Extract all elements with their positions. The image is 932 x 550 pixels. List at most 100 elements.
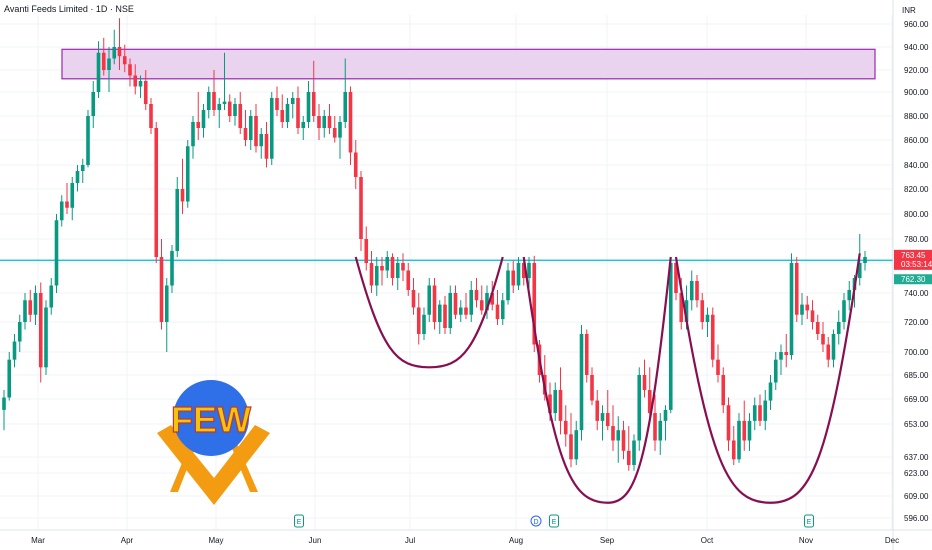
y-tick-label: 720.00 [904,318,929,327]
logo-text: FEW [171,399,251,440]
candle-body [448,293,453,328]
dividend-marker[interactable]: D [530,515,542,527]
earnings-marker[interactable]: E [294,514,304,528]
marker-label: E [807,519,812,526]
x-tick-label: Jul [405,536,415,545]
marker-label: E [552,519,557,526]
candle-body [254,116,258,147]
candle-body [364,239,369,263]
candle-body [495,304,500,320]
candle-body [527,263,531,278]
marker-label: E [297,519,302,526]
candle-body [516,263,521,286]
candle-body [700,300,705,322]
candle-body [621,430,626,451]
x-tick-label: Jun [309,536,322,545]
earnings-marker[interactable]: E [804,514,814,528]
candle-body [805,304,810,311]
y-tick-label: 860.00 [904,136,929,145]
x-tick-label: May [208,536,223,545]
candle-body [374,266,379,286]
candle-body [7,359,12,398]
candle-body [138,81,143,87]
resistance-zone[interactable] [61,48,876,80]
candle-body [432,285,437,322]
price-tag-label: 763.45 [901,251,926,260]
cup-curve[interactable] [674,253,861,504]
y-tick-label: 880.00 [904,112,929,121]
candle-body [128,64,132,76]
candle-body [479,300,484,311]
x-tick-label: Oct [701,536,714,545]
candle-body [826,344,831,360]
candle-body [668,263,673,410]
candle-body [65,201,69,208]
earnings-marker-box [294,514,304,528]
candle-body [80,165,85,171]
candle-body [180,189,185,202]
earnings-marker-box [804,514,814,528]
cup-curve[interactable] [354,256,504,369]
candle-body [395,263,400,278]
y-tick-label: 700.00 [904,348,929,357]
price-tag-box [894,274,932,285]
candle-body [327,116,332,128]
candle-body [847,290,852,301]
candle-body [275,98,279,110]
candle-body [133,75,138,87]
candle-body [553,390,558,414]
candle-body [863,257,867,263]
candle-body [605,413,610,427]
candle-body [574,430,579,460]
y-tick-label: 920.00 [904,66,929,75]
candle-body [689,281,694,301]
time-axis[interactable]: Mar Apr May Jun Jul Aug Sep Oct Nov Dec [0,529,932,545]
candle-body [831,334,836,360]
candle-body [558,390,563,421]
candle-body [191,122,195,147]
logo-globe [173,380,249,456]
candle-body [768,382,773,401]
candle-body [112,47,117,59]
candle-body [595,400,600,421]
y-tick-label: 840.00 [904,161,929,170]
candle-body [359,177,363,239]
earnings-marker[interactable]: E [549,514,559,528]
candle-body [569,434,573,460]
x-tick-label: Aug [509,536,523,545]
candle-body [385,257,390,271]
candle-body [710,314,715,360]
candle-body [201,110,206,128]
candle-body [705,314,710,322]
candle-body [122,56,127,65]
candle-body [737,420,741,460]
candle-body [532,263,537,345]
x-tick-label: Mar [31,536,45,545]
candle-body [70,183,75,208]
candle-body [227,101,232,116]
price-tag-box [894,249,932,270]
candle-body [296,98,300,128]
candle-body [789,263,794,356]
candle-body [616,430,621,441]
candle-body [206,92,211,110]
candle-body [280,110,285,122]
candle-body [416,307,421,334]
candle-body [642,375,647,390]
candle-body [49,285,54,308]
candle-body [506,270,510,301]
candle-body [579,334,584,431]
candle-body [637,375,642,441]
chart-title: Avanti Feeds Limited · 1D · NSE [4,4,134,14]
candle-body [264,134,269,159]
candle-body [422,314,426,334]
cup-curve[interactable] [522,256,672,504]
candle-body [311,92,316,116]
candle-body [784,352,789,356]
candle-body [411,290,416,308]
price-axis[interactable]: 596.00 609.00 623.00 637.00 653.00 669.00 685.… [892,0,929,550]
candle-body [164,285,169,322]
candles-layer [2,18,867,471]
candle-body [758,405,762,421]
